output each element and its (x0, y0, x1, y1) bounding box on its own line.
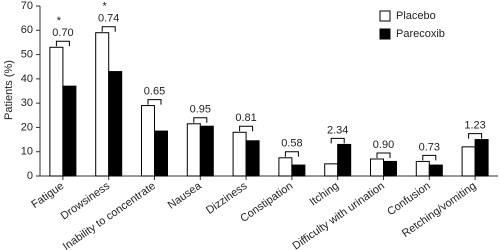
bar (141, 105, 155, 177)
bar (461, 146, 476, 177)
bar (370, 158, 384, 177)
x-tick-label: Fatigue (29, 180, 66, 211)
ratio-label: 0.74 (98, 13, 119, 25)
bar (62, 85, 77, 177)
ratio-label: 2.34 (327, 124, 348, 136)
significance-mark: * (103, 1, 108, 13)
bracket (284, 151, 299, 157)
y-axis-label: Patients (%) (3, 60, 15, 120)
y-tick-label: 20 (21, 121, 33, 133)
legend-label: Placebo (396, 10, 436, 22)
bar (324, 163, 339, 177)
bar (186, 123, 201, 177)
bar (474, 139, 489, 177)
bracket (330, 137, 345, 144)
bar (245, 140, 260, 177)
ratio-label: 0.70 (52, 27, 73, 39)
y-tick-label: 40 (21, 73, 33, 85)
bracket (193, 117, 208, 123)
bar (232, 131, 247, 177)
legend-label: Parecoxib (396, 28, 445, 40)
ratio-label: 0.58 (281, 138, 302, 150)
y-tick-label: 10 (21, 146, 33, 158)
x-tick-label: Nausea (166, 180, 205, 212)
bar (154, 130, 168, 177)
significance-mark: * (57, 15, 62, 27)
bar (199, 125, 214, 177)
ratio-label: 0.90 (373, 139, 394, 151)
bar (428, 164, 443, 177)
bracket (422, 154, 437, 161)
bar (95, 32, 110, 177)
bracket (55, 40, 70, 47)
ratio-label: 0.65 (144, 85, 165, 97)
bar (108, 71, 123, 177)
ratio-label: 0.73 (419, 141, 440, 153)
bracket (468, 133, 483, 139)
y-tick-label: 60 (21, 24, 33, 36)
legend-swatch (379, 28, 391, 40)
ratio-label: 1.23 (464, 119, 485, 131)
bar (278, 157, 293, 177)
y-tick-label: 50 (21, 48, 33, 60)
bar (415, 160, 430, 177)
y-tick-label: 70 (21, 0, 33, 12)
bar (49, 46, 64, 177)
bar (337, 143, 352, 177)
bracket (239, 125, 254, 132)
bar (291, 164, 306, 177)
bar (383, 160, 397, 177)
bracket (376, 152, 391, 158)
ratio-label: 0.95 (190, 104, 211, 116)
x-tick-label: Itching (308, 180, 341, 208)
y-tick-label: 0 (27, 170, 33, 182)
y-tick-label: 30 (21, 97, 33, 109)
legend-swatch (379, 10, 391, 22)
bracket (101, 26, 116, 32)
ratio-label: 0.81 (235, 112, 256, 124)
bracket (147, 99, 162, 105)
